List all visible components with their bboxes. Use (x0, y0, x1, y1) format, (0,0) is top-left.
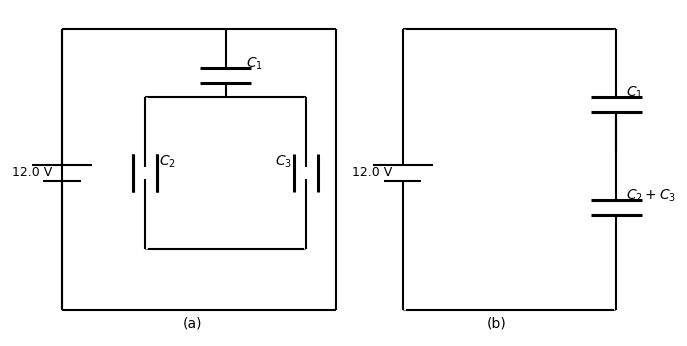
Text: 12.0 V: 12.0 V (352, 166, 392, 180)
Text: $C_1$: $C_1$ (627, 84, 643, 101)
Text: $C_2$: $C_2$ (159, 153, 176, 170)
Text: $C_1$: $C_1$ (245, 55, 262, 72)
Text: (a): (a) (182, 317, 202, 331)
Text: 12.0 V: 12.0 V (12, 166, 52, 180)
Text: (b): (b) (486, 317, 506, 331)
Text: $C_3$: $C_3$ (275, 153, 293, 170)
Text: $C_2 + C_3$: $C_2 + C_3$ (627, 188, 677, 204)
